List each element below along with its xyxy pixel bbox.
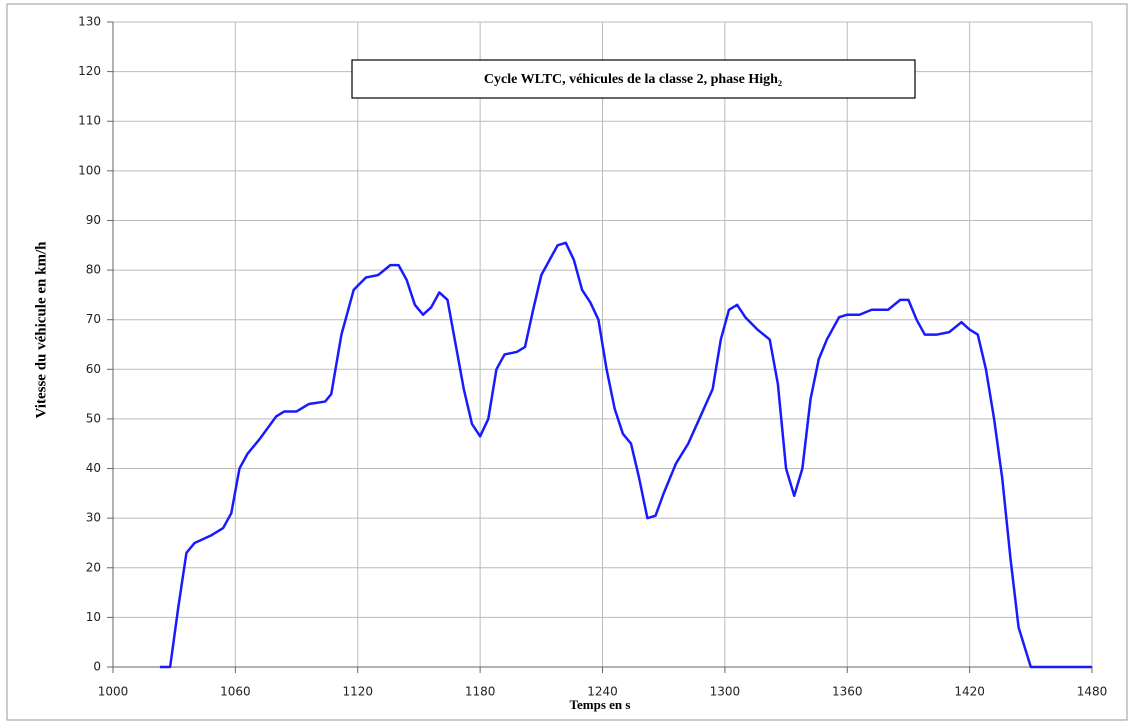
frame [6, 3, 1128, 721]
y-tick-label: 120 [78, 64, 101, 78]
y-tick-label: 80 [86, 263, 101, 277]
y-tick-label: 60 [86, 362, 101, 376]
x-tick-label: 1360 [832, 685, 863, 699]
x-tick-label: 1240 [587, 685, 618, 699]
x-tick-label: 1300 [710, 685, 741, 699]
y-tick-label: 130 [78, 15, 101, 29]
x-tick-label: 1120 [342, 685, 373, 699]
y-tick-label: 10 [86, 610, 101, 624]
y-tick-label: 70 [86, 312, 101, 326]
x-tick-label: 1060 [220, 685, 251, 699]
y-axis-label: Vitesse du véhicule en km/h [33, 241, 49, 419]
y-tick-label: 0 [93, 660, 101, 674]
x-tick-label: 1180 [465, 685, 496, 699]
series-line [159, 241, 1092, 669]
title-box [351, 59, 916, 99]
y-tick-label: 90 [86, 213, 101, 227]
x-axis-label: Temps en s [570, 697, 631, 712]
y-tick-label: 100 [78, 163, 101, 177]
x-tick-label: 1000 [98, 685, 129, 699]
y-tick-label: 40 [86, 461, 101, 475]
y-tick-label: 20 [86, 560, 101, 574]
x-tick-label: 1420 [954, 685, 985, 699]
y-tick-label: 30 [86, 511, 101, 525]
y-tick-label: 110 [78, 114, 101, 128]
x-tick-label: 1480 [1077, 685, 1108, 699]
chart-title: Cycle WLTC, véhicules de la classe 2, ph… [484, 72, 782, 87]
y-tick-label: 50 [86, 411, 101, 425]
